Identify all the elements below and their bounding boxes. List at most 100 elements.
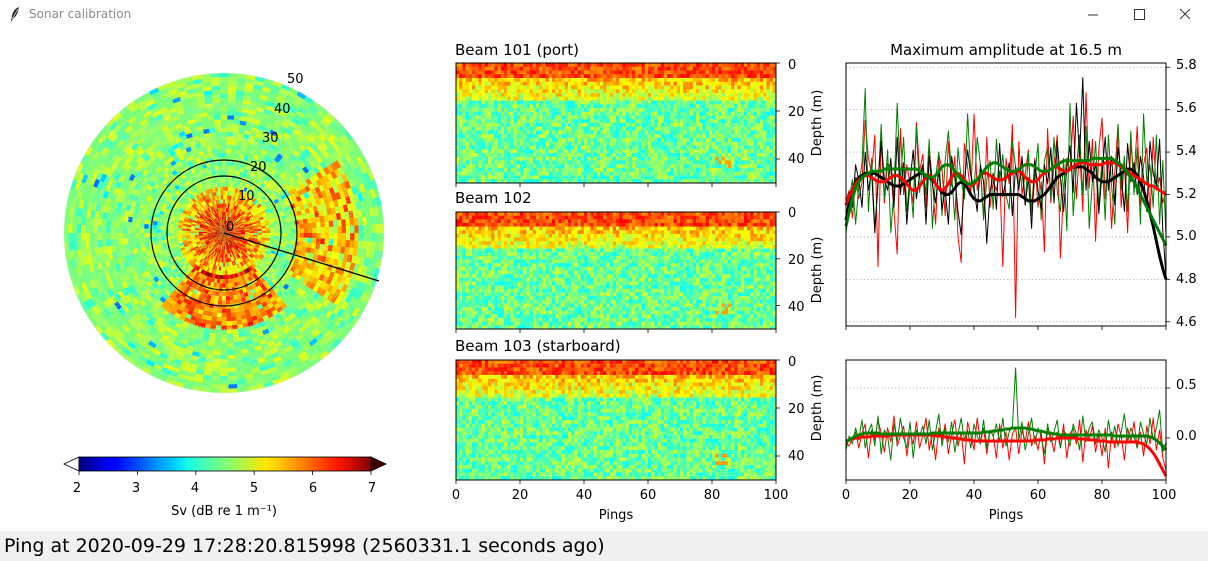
echogram-cell bbox=[513, 164, 518, 169]
echogram-cell bbox=[500, 134, 505, 139]
polar-cell bbox=[232, 233, 237, 234]
echogram-cell bbox=[465, 149, 470, 154]
polar-cell bbox=[362, 216, 367, 226]
echogram-cell bbox=[456, 145, 460, 150]
polar-cell bbox=[216, 248, 219, 253]
polar-cell bbox=[216, 244, 219, 249]
echogram-cell bbox=[536, 96, 540, 101]
polar-cell bbox=[297, 245, 303, 252]
polar-cell bbox=[225, 237, 227, 242]
polar-cell bbox=[221, 203, 224, 208]
echogram-cell bbox=[571, 70, 575, 75]
echogram-cell bbox=[491, 115, 495, 120]
polar-cell bbox=[290, 224, 296, 230]
polar-cell bbox=[222, 241, 224, 246]
echogram-cell bbox=[584, 74, 588, 79]
echogram-cell bbox=[516, 115, 521, 120]
echogram-cell bbox=[542, 153, 546, 158]
close-button[interactable] bbox=[1162, 0, 1208, 30]
echogram-cell bbox=[548, 126, 553, 131]
polar-cell bbox=[207, 233, 212, 235]
echogram-cell bbox=[574, 66, 578, 71]
echogram-cell bbox=[507, 130, 511, 135]
echogram-cell bbox=[462, 119, 466, 124]
echogram-cell bbox=[478, 85, 482, 90]
polar-cell bbox=[211, 235, 217, 238]
polar-cell bbox=[213, 237, 217, 240]
polar-cell bbox=[226, 333, 233, 339]
echogram-cell bbox=[478, 115, 482, 120]
echogram-cell bbox=[532, 175, 537, 180]
polar-cell bbox=[224, 228, 225, 233]
polar-cell bbox=[214, 247, 217, 253]
polar-cell bbox=[212, 363, 221, 368]
echogram-cell bbox=[456, 108, 460, 113]
echogram-cell bbox=[465, 108, 470, 113]
polar-cell bbox=[211, 233, 216, 234]
echogram-cell bbox=[513, 108, 518, 113]
echogram-cell bbox=[542, 141, 546, 146]
echogram-cell bbox=[590, 85, 594, 90]
polar-cell bbox=[228, 371, 237, 377]
polar-cell bbox=[222, 233, 224, 237]
echogram-cell bbox=[459, 156, 463, 161]
echogram-cell bbox=[523, 100, 527, 105]
polar-cell bbox=[203, 228, 208, 231]
polar-cell bbox=[123, 238, 128, 245]
colorbar-over-extension bbox=[370, 456, 387, 472]
echogram-cell bbox=[590, 141, 594, 146]
polar-cell bbox=[234, 216, 238, 221]
echogram-cell bbox=[580, 145, 585, 150]
echogram-cell bbox=[571, 104, 575, 109]
echogram-cell bbox=[587, 153, 591, 158]
polar-cell bbox=[286, 240, 291, 245]
echogram-cell bbox=[475, 85, 479, 90]
echogram-cell bbox=[526, 93, 530, 98]
polar-cell bbox=[207, 232, 212, 233]
polar-cell bbox=[370, 241, 376, 251]
polar-cell bbox=[233, 251, 237, 256]
echogram-cell bbox=[600, 123, 604, 128]
echogram-cell bbox=[574, 108, 578, 113]
polar-cell bbox=[140, 218, 146, 224]
echogram-cell bbox=[456, 66, 460, 71]
echogram-cell bbox=[510, 93, 514, 98]
echogram-cell bbox=[497, 156, 502, 161]
echogram-cell bbox=[529, 119, 534, 124]
echogram-cell bbox=[590, 145, 594, 150]
polar-cell bbox=[230, 237, 235, 241]
echogram-cell bbox=[468, 104, 473, 109]
maximize-button[interactable] bbox=[1116, 0, 1162, 30]
echogram-cell bbox=[555, 104, 559, 109]
echogram-cell bbox=[484, 66, 489, 71]
echogram-cell bbox=[462, 66, 466, 71]
echogram-cell bbox=[488, 126, 492, 131]
polar-cell bbox=[229, 295, 234, 301]
echogram-cell bbox=[516, 123, 521, 128]
polar-cell bbox=[223, 262, 225, 267]
echogram-cell bbox=[552, 160, 556, 165]
echogram-cell bbox=[548, 66, 553, 71]
polar-cell bbox=[144, 241, 150, 247]
polar-cell bbox=[225, 270, 228, 276]
echogram-cell bbox=[568, 115, 572, 120]
minimize-button[interactable] bbox=[1070, 0, 1116, 30]
polar-cell bbox=[173, 235, 178, 239]
echogram-cell bbox=[561, 93, 566, 98]
echogram-cell bbox=[507, 111, 511, 116]
polar-cell bbox=[224, 216, 226, 221]
polar-cell bbox=[282, 233, 288, 237]
echogram-cell bbox=[465, 63, 470, 68]
echogram-cell bbox=[520, 149, 524, 154]
echogram-cell bbox=[552, 171, 556, 176]
echogram-cell bbox=[584, 164, 588, 169]
polar-cell bbox=[274, 229, 279, 233]
echogram-cell bbox=[516, 100, 521, 105]
polar-cell bbox=[213, 115, 221, 120]
echogram-cell bbox=[488, 74, 492, 79]
polar-cell bbox=[211, 246, 215, 251]
polar-cell bbox=[232, 241, 237, 246]
polar-cell bbox=[205, 240, 210, 244]
echogram-cell bbox=[481, 134, 486, 139]
polar-cell bbox=[206, 248, 211, 253]
